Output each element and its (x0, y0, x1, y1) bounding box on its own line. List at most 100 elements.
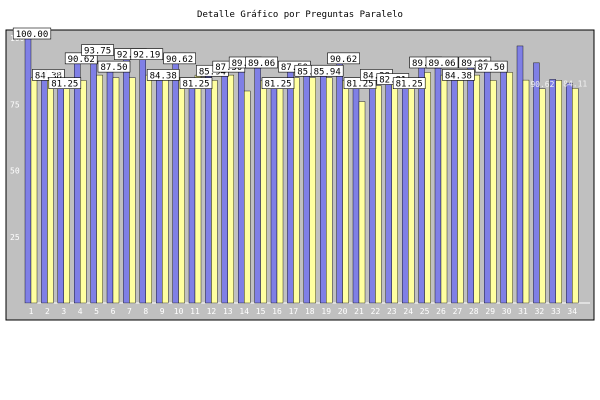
bar-blue (123, 58, 130, 304)
bar-yellow (473, 74, 480, 304)
x-tick-label: 26 (436, 307, 446, 316)
x-tick-label: 8 (143, 307, 148, 316)
bar-blue (549, 79, 556, 304)
data-label-blue: 92.19 (117, 51, 144, 61)
bar-blue (484, 70, 491, 304)
bar-blue (369, 79, 376, 304)
bar-blue (418, 66, 425, 304)
data-label-box (261, 77, 295, 89)
bar-blue (467, 66, 474, 304)
x-tick-label: 23 (387, 307, 397, 316)
bar-yellow (293, 77, 300, 304)
data-label-box (130, 48, 164, 60)
bar-yellow (243, 90, 251, 304)
data-label-blue: 84.38 (445, 71, 472, 81)
bar-yellow (227, 74, 235, 304)
bar-yellow (375, 85, 382, 304)
bar-blue (320, 75, 327, 304)
bar-yellow (63, 80, 70, 304)
data-label-box (97, 60, 131, 73)
bar-yellow (260, 80, 267, 304)
x-tick-label: 13 (223, 307, 233, 316)
x-tick-label: 33 (551, 307, 561, 316)
bar-yellow (178, 77, 185, 304)
data-label-blue: 89.06 (428, 59, 455, 69)
data-label-blue: 89.06 (232, 59, 259, 69)
bar-yellow (572, 88, 579, 304)
x-tick-label: 28 (469, 307, 479, 316)
x-tick-label: 11 (190, 307, 200, 316)
bar-blue (402, 87, 409, 304)
bar-yellow (408, 80, 415, 304)
x-tick-label: 21 (354, 307, 364, 316)
data-label-box (474, 60, 508, 73)
bar-yellow (276, 80, 284, 304)
data-label-box (81, 44, 114, 56)
bar-yellow (47, 77, 54, 304)
bar-blue (270, 87, 278, 304)
data-label-box (327, 52, 360, 65)
data-label-blue: 84.38 (35, 71, 62, 81)
data-label-blue: 90.62 (330, 55, 357, 65)
bar-blue (303, 75, 310, 304)
bar-blue (139, 58, 147, 304)
bar-yellow (342, 80, 349, 304)
bar-blue (516, 45, 524, 304)
data-label-blue: 84.38 (363, 71, 390, 81)
bar-yellow (129, 77, 136, 304)
data-label-blue: 85.94 (297, 67, 324, 77)
data-label-box (442, 69, 475, 81)
bar-yellow (506, 72, 513, 304)
data-label-blue: 85.94 (314, 67, 341, 77)
x-tick-label: 2 (45, 307, 50, 316)
y-tick-label: 75 (10, 100, 20, 109)
x-tick-label: 32 (535, 307, 545, 316)
chart-title: Detalle Gráfico por Preguntas Paralelo (197, 10, 403, 20)
x-tick-label: 6 (111, 307, 116, 316)
x-tick-label: 20 (338, 307, 348, 316)
data-label-blue: 87.50 (100, 63, 127, 73)
bar-blue (533, 62, 540, 304)
data-label-blue: 87.50 (281, 63, 308, 73)
bar-yellow (326, 77, 333, 304)
bar-yellow (309, 77, 316, 304)
bar-blue (336, 62, 343, 304)
bar-blue (237, 66, 245, 304)
data-label-yellow: 84.11 (563, 79, 587, 88)
bar-blue (352, 87, 360, 304)
bar-yellow (457, 80, 464, 304)
x-tick-label: 24 (403, 307, 413, 316)
data-label-blue: 90.62 (166, 55, 193, 65)
data-label-blue: 92.19 (133, 51, 160, 61)
bars-group (24, 37, 579, 304)
data-label-box (425, 56, 459, 69)
bar-yellow (440, 74, 448, 304)
data-label-blue: 81.25 (182, 80, 209, 90)
x-tick-label: 7 (127, 307, 132, 316)
bar-blue (172, 62, 179, 304)
data-label-blue: 87.50 (478, 63, 505, 73)
bar-blue (155, 79, 163, 304)
bar-yellow (522, 79, 530, 304)
bar-yellow (391, 80, 398, 304)
bar-blue (41, 79, 48, 304)
x-tick-label: 22 (371, 307, 381, 316)
x-tick-label: 17 (289, 307, 299, 316)
data-label-blue: 81.25 (396, 80, 423, 90)
bar-yellow (211, 80, 218, 304)
x-tick-label: 34 (567, 307, 577, 316)
data-label-blue: 84.38 (150, 71, 177, 81)
data-label-box (146, 69, 180, 81)
x-tick-label: 1 (29, 307, 34, 316)
data-label-blue: 89.06 (461, 59, 488, 69)
bar-yellow (424, 72, 431, 304)
bar-blue (205, 75, 212, 304)
bar-blue (24, 37, 32, 304)
data-label-blue: 85.94 (199, 67, 226, 77)
data-label-box (343, 77, 377, 89)
data-label-blue: 93.75 (84, 47, 111, 57)
x-tick-label: 30 (502, 307, 512, 316)
bar-blue (90, 54, 97, 304)
data-labels: 100.0084.3881.2590.6293.7587.5092.1992.1… (12, 27, 587, 90)
x-tick-label: 27 (453, 307, 463, 316)
